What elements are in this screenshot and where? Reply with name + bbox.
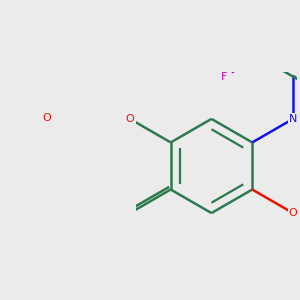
Text: N: N	[289, 114, 297, 124]
Text: F: F	[221, 72, 227, 82]
Text: O: O	[42, 113, 51, 123]
Text: O: O	[125, 114, 134, 124]
Text: O: O	[289, 208, 297, 218]
